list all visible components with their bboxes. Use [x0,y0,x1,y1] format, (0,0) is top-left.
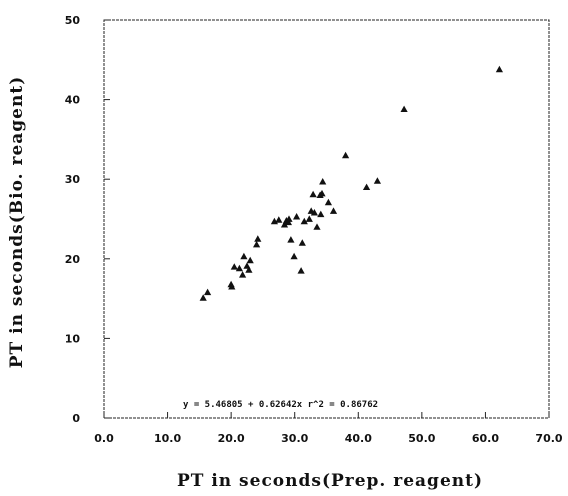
x-axis: 0.0 10.0 20.0 30.0 40.0 50.0 60.0 70.0 [94,412,563,445]
data-point [240,252,248,260]
data-point [342,151,350,159]
plot-frame [103,19,550,419]
data-point [300,217,308,225]
data-point [313,223,321,230]
regression-annotation: y = 5.46805 + 0.62642x r^2 = 0.86762 [183,400,378,410]
data-point [228,283,236,290]
data-point [329,207,338,214]
y-tick-label: 0 [72,412,80,425]
y-axis-title: PT in seconds(Bio. reagent) [7,76,27,368]
data-point [253,240,261,248]
data-point [245,266,253,273]
data-point [293,213,301,220]
data-point [324,198,332,206]
data-point [309,190,317,198]
data-point [230,263,238,270]
data-point [287,236,295,243]
y-tick-label: 20 [65,253,81,266]
x-axis-title: PT in seconds(Prep. reagent) [177,471,483,491]
data-point [246,256,254,264]
data-point [318,189,326,197]
data-point [199,294,207,301]
data-point [297,267,305,274]
x-tick-label: 0.0 [94,432,114,445]
x-tick-label: 60.0 [472,432,499,445]
x-tick-label: 10.0 [154,432,181,445]
data-point [204,288,212,296]
data-point [317,210,325,218]
data-point [290,252,298,260]
plot-area-border [103,19,550,419]
data-point [280,221,289,228]
y-tick-label: 30 [65,173,81,186]
data-point [373,177,381,184]
data-point [275,216,283,223]
x-tick-label: 30.0 [281,432,308,445]
data-point [362,183,371,190]
data-point [285,215,293,222]
y-tick-label: 50 [65,14,81,27]
data-points [199,65,503,301]
data-point [495,65,503,73]
y-tick-label: 40 [65,94,81,107]
data-point [254,235,262,242]
data-point [310,209,318,216]
data-point [400,105,408,112]
data-point [239,271,247,278]
x-tick-label: 70.0 [535,432,562,445]
x-tick-label: 40.0 [345,432,372,445]
data-point [298,239,306,246]
data-point [319,178,327,185]
y-axis: 0 10 20 30 40 50 [65,14,110,425]
data-point [235,264,243,272]
data-point [305,215,313,222]
x-tick-label: 20.0 [218,432,245,445]
x-tick-label: 50.0 [408,432,435,445]
y-tick-label: 10 [65,332,81,345]
